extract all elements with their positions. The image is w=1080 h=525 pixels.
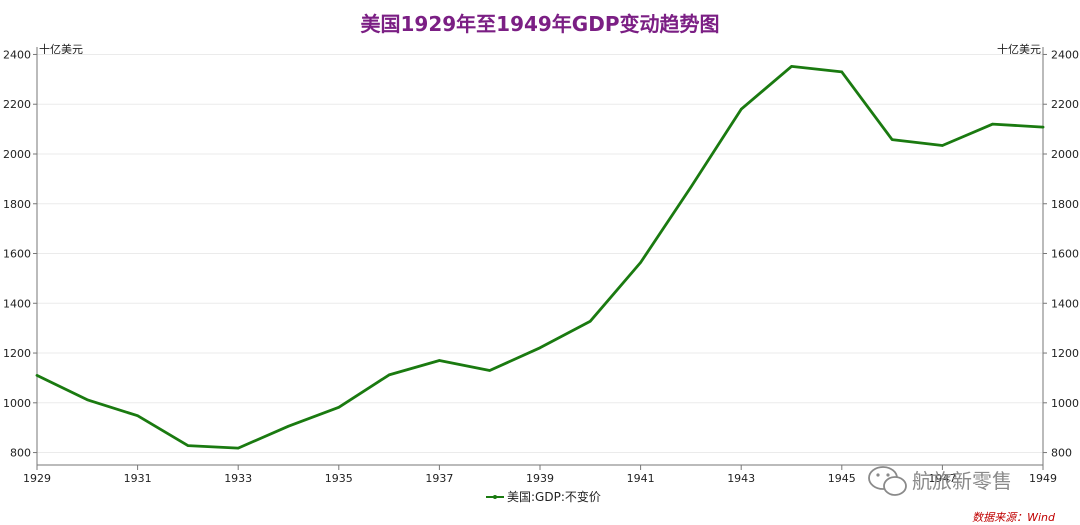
y-tick-label-left: 1600: [3, 248, 31, 261]
data-point-1943: [740, 108, 743, 111]
legend-swatch-marker: [493, 495, 497, 499]
data-point-1940: [589, 319, 592, 323]
y-tick-label-right: 1400: [1051, 297, 1079, 310]
x-tick-label: 1945: [828, 472, 856, 485]
watermark-text: 航旅新零售: [912, 469, 1012, 493]
y-tick-label-right: 2200: [1051, 98, 1079, 111]
tick-labels: 800 800 1000 1000 1200 1200 1400 1400 1600 1600 18…: [3, 48, 1079, 485]
data-point-1944: [790, 65, 793, 68]
x-tick-label: 1935: [325, 472, 353, 485]
x-tick-label: 1933: [224, 472, 252, 485]
data-point-1948: [991, 122, 994, 126]
y-tick-label-right: 1000: [1051, 397, 1079, 410]
y-tick-label-left: 1200: [3, 347, 31, 360]
data-point-1931: [136, 414, 139, 417]
y-axis-unit-left: 十亿美元: [39, 42, 83, 56]
axes: [33, 47, 1047, 470]
data-point-1941: [639, 261, 642, 264]
y-tick-label-left: 1400: [3, 297, 31, 310]
legend-label: 美国:GDP:不变价: [507, 489, 601, 504]
data-point-1947: [941, 144, 944, 147]
data-point-1949: [1041, 125, 1045, 129]
legend: 美国:GDP:不变价: [486, 489, 601, 504]
data-point-1946: [890, 138, 894, 141]
x-tick-label: 1943: [727, 472, 755, 485]
y-tick-label-right: 1600: [1051, 248, 1079, 261]
x-tick-label: 1937: [425, 472, 453, 485]
data-point-1936: [387, 373, 391, 377]
y-axis-unit-right: 十亿美元: [997, 42, 1041, 56]
y-tick-label-left: 2400: [3, 48, 31, 61]
data-point-1937: [438, 359, 441, 362]
wechat-icon: [868, 466, 907, 496]
x-tick-label: 1931: [124, 472, 152, 485]
data-point-1942: [689, 185, 693, 189]
chart-title: 美国1929年至1949年GDP变动趋势图: [360, 12, 719, 36]
y-tick-label-right: 2000: [1051, 148, 1079, 161]
y-tick-label-left: 800: [10, 447, 31, 460]
x-tick-label: 1949: [1029, 472, 1057, 485]
y-tick-label-left: 2000: [3, 148, 31, 161]
y-tick-label-left: 1000: [3, 397, 31, 410]
data-point-1929: [35, 374, 39, 377]
watermark: 航旅新零售: [868, 466, 1012, 496]
data-point-1939: [538, 346, 542, 350]
data-point-1930: [86, 398, 89, 402]
x-tick-label: 1941: [627, 472, 655, 485]
series-line-0: [35, 65, 1045, 450]
series-lines: [35, 65, 1045, 450]
x-tick-label: 1939: [526, 472, 554, 485]
y-tick-label-right: 2400: [1051, 48, 1079, 61]
y-tick-label-right: 1800: [1051, 198, 1079, 211]
y-tick-label-right: 800: [1051, 447, 1072, 460]
data-point-1933: [237, 446, 240, 450]
data-point-1938: [488, 369, 491, 372]
gridlines: [37, 53, 1043, 454]
data-point-1945: [840, 70, 843, 74]
data-point-1932: [186, 444, 190, 447]
data-source-note: 数据来源：Wind: [972, 511, 1056, 524]
y-tick-label-left: 1800: [3, 198, 31, 211]
data-point-1935: [337, 406, 340, 409]
y-tick-label-left: 2200: [3, 98, 31, 111]
data-point-1934: [287, 424, 290, 428]
x-tick-label: 1929: [23, 472, 51, 485]
x-tick-label: 1947: [928, 472, 956, 485]
y-tick-label-right: 1200: [1051, 347, 1079, 360]
